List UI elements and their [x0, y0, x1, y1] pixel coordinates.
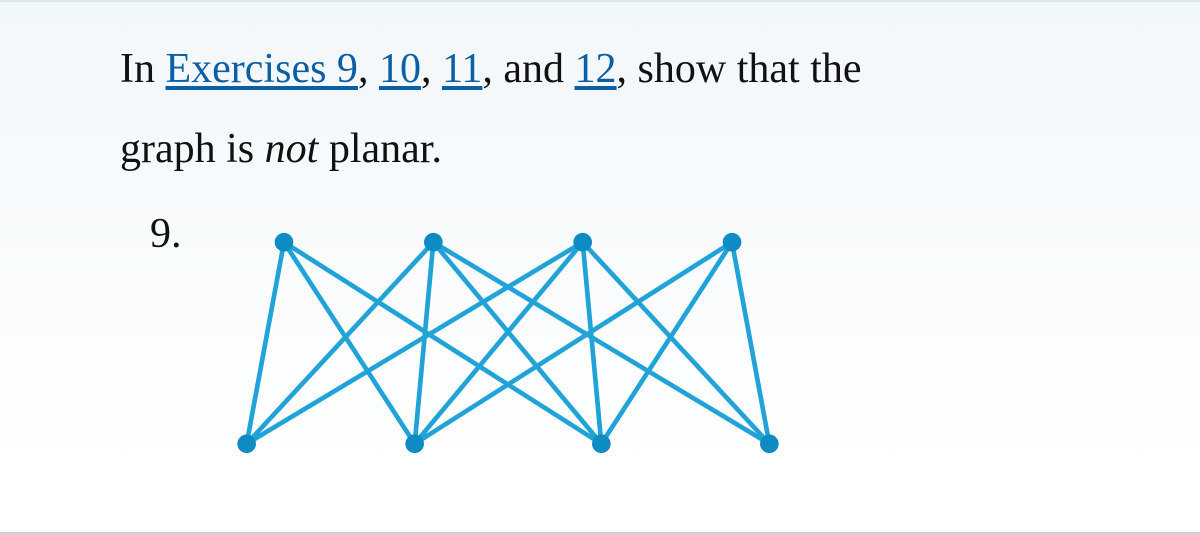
problem-number: 9.: [150, 210, 182, 258]
graph-svg: [228, 208, 788, 478]
page-container: In Exercises 9, 10, 11, and 12, show tha…: [0, 0, 1200, 534]
instruction-text: In Exercises 9, 10, 11, and 12, show tha…: [120, 30, 1080, 190]
problem-row: 9.: [120, 208, 1080, 478]
graph-node: [405, 434, 424, 453]
graph-edge: [601, 242, 732, 444]
link-exercise-10[interactable]: 10: [379, 46, 421, 92]
text-line2b: planar.: [318, 126, 442, 172]
text-sep2: ,: [421, 46, 442, 92]
graph-edge: [246, 242, 582, 444]
link-exercise-11[interactable]: 11: [442, 46, 482, 92]
graph-figure: [228, 208, 788, 478]
text-line2a: graph is: [120, 126, 265, 172]
graph-node: [722, 232, 741, 251]
text-prefix: In: [120, 46, 166, 92]
graph-node: [424, 232, 443, 251]
text-italic-not: not: [265, 126, 319, 172]
graph-node: [274, 232, 293, 251]
link-exercise-9[interactable]: Exercises 9: [166, 46, 358, 92]
link-exercise-12[interactable]: 12: [575, 46, 617, 92]
graph-edge: [433, 242, 769, 444]
graph-node: [573, 232, 592, 251]
graph-edge: [732, 242, 769, 444]
graph-edge: [284, 242, 415, 444]
text-sep4: , show that the: [617, 46, 862, 92]
graph-edge: [246, 242, 283, 444]
graph-node: [237, 434, 256, 453]
graph-edge: [582, 242, 769, 444]
graph-node: [760, 434, 779, 453]
text-sep1: ,: [358, 46, 379, 92]
graph-edge: [246, 242, 433, 444]
text-sep3: , and: [482, 46, 574, 92]
graph-node: [592, 434, 611, 453]
